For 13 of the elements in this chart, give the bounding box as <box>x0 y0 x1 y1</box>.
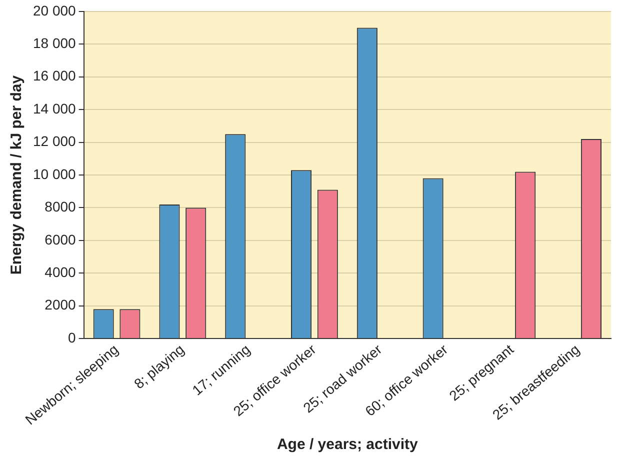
y-tick-label: 18 000 <box>32 34 76 51</box>
y-tick-label: 20 000 <box>32 2 76 18</box>
y-tick-label: 0 <box>68 329 76 346</box>
y-tick-label: 10 000 <box>32 166 76 182</box>
y-tick-label: 14 000 <box>32 100 76 116</box>
y-tick-label: 6000 <box>44 231 76 248</box>
y-axis-title: Energy demand / kJ per day <box>8 74 26 275</box>
x-axis-title: Age / years; activity <box>276 436 419 454</box>
y-tick-label: 8000 <box>44 198 76 215</box>
y-tick-label: 16 000 <box>32 68 76 84</box>
y-tick-label: 2000 <box>44 296 76 313</box>
y-tick-label: 12 000 <box>32 133 76 150</box>
y-tick-label: 4000 <box>44 264 76 280</box>
